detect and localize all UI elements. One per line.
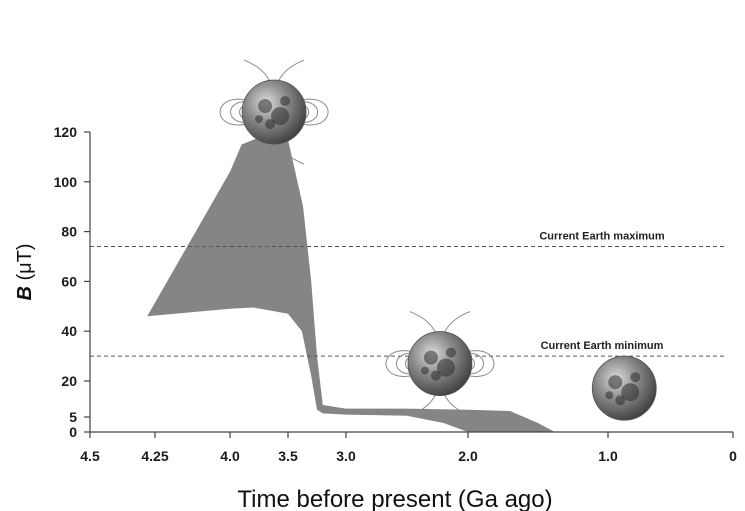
x-tick-label: 1.0 xyxy=(598,448,618,464)
x-tick-label: 3.0 xyxy=(336,448,356,464)
moon-crater xyxy=(608,375,623,390)
unmagnetized-moon-icon xyxy=(591,355,657,421)
x-tick-label: 0 xyxy=(729,448,737,464)
reference-lines: Current Earth maximum Current Earth minim… xyxy=(90,231,727,357)
y-axis-variable: B xyxy=(14,286,36,300)
moon-crater xyxy=(280,96,291,107)
y-tick-label: 40 xyxy=(61,323,77,339)
moon-crater xyxy=(621,383,640,402)
x-tick-label: 4.5 xyxy=(80,448,100,464)
moon-crater xyxy=(265,119,276,130)
moon-crater xyxy=(271,107,290,126)
reference-label-0: Current Earth maximum xyxy=(539,231,665,243)
field-range-band xyxy=(147,132,555,432)
y-axis-title: B (μT) xyxy=(14,243,36,300)
moon-crater xyxy=(615,395,626,406)
x-ticks: 4.5 4.25 4.0 3.5 3.0 2.0 1.0 0 xyxy=(80,432,737,464)
moon-icons xyxy=(219,59,657,421)
x-tick-label: 4.25 xyxy=(141,448,168,464)
y-tick-label: 20 xyxy=(61,373,77,389)
moon-crater xyxy=(430,370,441,381)
moon-crater xyxy=(630,372,641,383)
x-tick-label: 2.0 xyxy=(458,448,478,464)
x-tick-label: 4.0 xyxy=(220,448,240,464)
moon-crater xyxy=(255,115,264,124)
y-tick-label: 120 xyxy=(54,124,78,140)
x-axis-title: Time before present (Ga ago) xyxy=(237,486,552,511)
reference-label-1: Current Earth minimum xyxy=(541,340,664,352)
magnetized-moon-icon xyxy=(385,311,495,417)
moon-crater xyxy=(605,391,614,400)
field-range-band-layer xyxy=(147,132,555,432)
y-tick-label: 80 xyxy=(61,224,77,240)
moon-crater xyxy=(423,350,438,365)
y-ticks: 05 20 40 60 80 100 120 xyxy=(54,124,90,440)
magnetized-moon-icon xyxy=(219,59,329,165)
y-tick-label: 0 xyxy=(69,424,77,440)
moon-crater xyxy=(445,347,456,358)
y-tick-label: 5 xyxy=(69,409,77,425)
y-axis-unit: (μT) xyxy=(14,243,36,286)
y-tick-label: 60 xyxy=(61,273,77,289)
y-tick-label: 100 xyxy=(54,174,78,190)
x-tick-label: 3.5 xyxy=(278,448,298,464)
moon-crater xyxy=(420,366,429,375)
moon-crater xyxy=(436,358,455,377)
moon-crater xyxy=(258,99,273,114)
